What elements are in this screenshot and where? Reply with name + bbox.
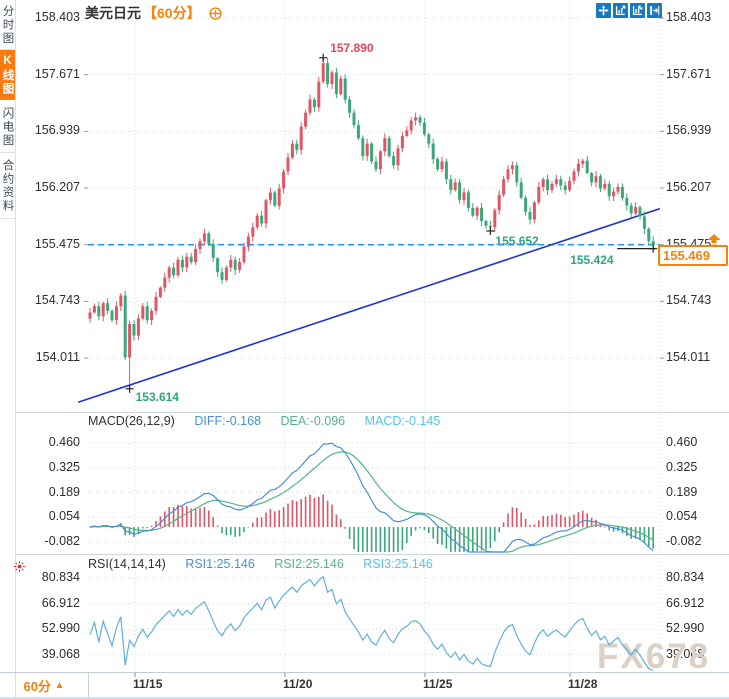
chart-title: 美元日元 【60分】 [85,3,223,23]
date-axis-label: 11/28 [568,677,598,691]
rsi-line [89,575,654,671]
price-annotation: 157.890 [330,40,374,55]
price-axis-label: 154.743 [34,293,80,308]
x-axis-line [0,672,729,673]
price-axis-label: 154.743 [666,293,712,308]
price-axis-label: 157.671 [666,66,712,81]
panel-divider [15,412,729,413]
sidebar-tab-timeline[interactable]: 分时图 [0,1,15,50]
current-price-badge: 155.469 [658,245,728,266]
reference-lines [77,207,661,403]
rsi-axis-label: 66.912 [666,595,705,610]
macd-axis-label: 0.189 [666,484,698,499]
pan-right-icon[interactable] [647,3,662,18]
candles-layer [88,57,655,389]
date-axis-label: 11/25 [423,677,453,691]
price-axis-label: 154.011 [666,350,711,365]
rsi-axis-label: 39.068 [41,646,80,661]
macd-axis-label: 0.460 [666,435,698,450]
rsi-axis-label: 80.834 [666,570,705,584]
price-axis-label: 157.671 [34,66,80,81]
rsi3-value: RSI3:25.146 [363,557,433,571]
rsi-axis-label: 66.912 [41,595,80,610]
sidebar-border [15,0,16,699]
price-axis-label: 158.403 [34,10,80,24]
rsi-axis-label: 80.834 [41,570,80,584]
macd-label: MACD(26,12,9) [88,414,175,428]
date-axis-label: 11/20 [283,677,313,691]
rsi-axis-label: 52.990 [41,621,80,636]
move-tool-icon[interactable] [596,3,611,18]
macd-axis-label: -0.082 [44,533,80,548]
indicator-settings-icon[interactable] [14,559,25,577]
gridlines [84,2,664,677]
window-bottom-border [0,697,729,699]
interval-selector-label: 60分 [23,678,51,694]
panel-divider [15,554,729,555]
price-annotation: 155.424 [570,252,614,267]
macd-axis-label: 0.054 [48,509,80,524]
macd-axis-label: 0.189 [48,484,80,499]
macd-axis-label: 0.460 [48,435,80,450]
rsi-label: RSI(14,14,14) [88,557,166,571]
macd-header: MACD(26,12,9) DIFF:-0.168 DEA:-0.096 MAC… [88,414,456,428]
sidebar-tab-kline[interactable]: K线图 [0,50,15,100]
rsi1-value: RSI1:25.146 [185,557,255,571]
macd-lines [89,442,654,553]
date-axis-label: 11/15 [133,677,163,691]
price-annotation: 155.652 [495,233,539,248]
symbol-name: 美元日元 [85,5,141,21]
macd-histogram [89,494,654,552]
interval-label: 【60分】 [143,5,201,21]
sidebar-tab-lightning[interactable]: 闪电图 [0,102,15,153]
price-axis-label: 155.475 [34,236,80,251]
interval-selector[interactable]: 60分 ▲ [0,673,89,697]
sidebar-tab-contract-info[interactable]: 合约资料 [0,154,15,219]
zoom-in-chart-icon[interactable] [613,3,628,18]
zoom-out-chart-icon[interactable] [630,3,645,18]
rsi-axis-label: 52.990 [666,621,705,636]
price-axis-label: 156.207 [34,180,80,194]
price-axis-label: 158.403 [666,10,712,24]
price-annotation: 153.614 [135,389,179,404]
circle-plus-icon[interactable] [209,7,223,23]
caret-up-icon: ▲ [54,679,65,691]
macd-value: MACD:-0.145 [364,414,441,428]
macd-axis-label: 0.054 [666,509,698,524]
price-axis-label: 154.011 [35,350,80,365]
price-axis-label: 156.939 [666,123,712,138]
annotation-markers [125,53,658,393]
chart-toolbar [596,3,662,18]
macd-diff-value: DIFF:-0.168 [194,414,262,428]
rsi-axis-label: 39.068 [666,646,705,661]
macd-axis-label: -0.082 [666,533,702,548]
price-axis-label: 156.207 [666,180,712,194]
price-up-arrow-icon [706,234,722,252]
macd-axis-label: 0.325 [666,459,698,474]
macd-axis-label: 0.325 [48,459,80,474]
price-axis-label: 156.939 [34,123,80,138]
rsi-header: RSI(14,14,14) RSI1:25.146 RSI2:25.146 RS… [88,557,449,571]
macd-dea-value: DEA:-0.096 [280,414,346,428]
rsi2-value: RSI2:25.146 [274,557,344,571]
